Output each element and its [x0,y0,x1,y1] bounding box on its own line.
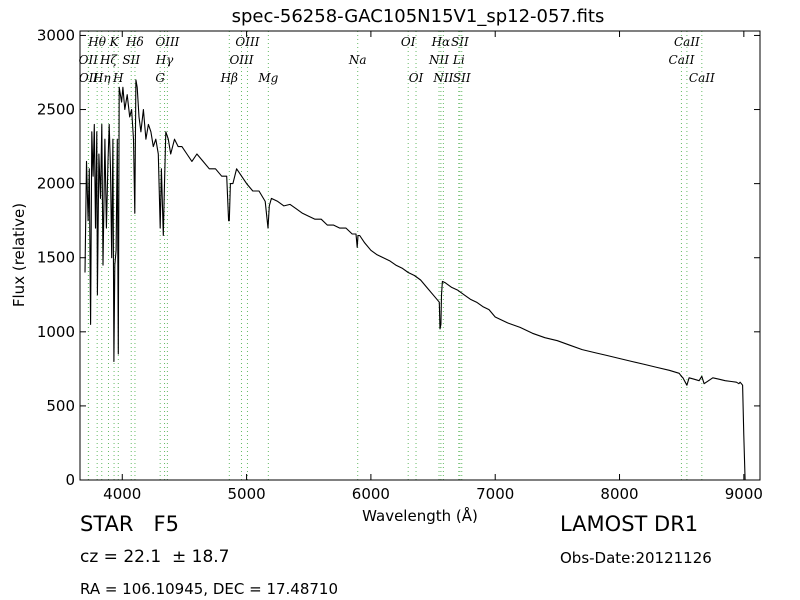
spectral-line-label: Na [348,53,367,67]
y-tick-label: 2500 [37,101,75,119]
y-axis-label: Flux (relative) [10,203,28,307]
y-tick-label: 1000 [37,323,75,341]
spectral-line-label: Mg [257,71,278,85]
spectral-line-label: OIII [235,35,259,49]
y-tick-label: 3000 [37,26,75,44]
y-tick-label: 500 [46,397,75,415]
x-tick-label: 4000 [103,485,141,503]
spectral-line-label: CaII [689,71,715,85]
spectral-line-label: Li [452,53,465,67]
spectral-line-label: OII [79,71,99,85]
spectral-line-label: CaII [669,53,695,67]
spectral-line-label: OI [401,35,416,49]
y-axis-ticks: 0 500 1000 1500 2000 2500 3000 [37,26,760,489]
spectral-line-label: Hβ [220,71,238,85]
y-tick-label: 2000 [37,175,75,193]
y-tick-label: 0 [65,471,75,489]
spectral-line-label: H [112,71,124,85]
ra-dec-label: RA = 106.10945, DEC = 17.48710 [80,580,339,598]
x-tick-label: 8000 [600,485,638,503]
spectral-line-label: CaII [674,35,700,49]
x-tick-label: 5000 [227,485,265,503]
spectral-line-label: Hδ [125,35,144,49]
spectral-line-label: SII [451,35,469,49]
spectral-line-label: Hα [431,35,451,49]
spectral-line-label: OIII [155,35,179,49]
chart-title: spec-56258-GAC105N15V1_sp12-057.fits [232,6,605,27]
spectral-line-label: OI [409,71,424,85]
spectral-line-label: K [109,35,120,49]
x-tick-label: 7000 [476,485,514,503]
redshift-label: cz = 22.1 ± 18.7 [80,547,230,567]
spectrum-series [84,79,746,481]
spectrum-line [84,79,746,481]
plot-frame [79,30,761,481]
spectral-line-label: Hθ [87,35,106,49]
spectral-line-label: Hζ [99,53,118,67]
spectral-line-markers: OIIOIIHθHηHζKHSIIHδHγGOIIIHβOIIIOIIIMgNa… [79,31,715,480]
survey-label: LAMOST DR1 [560,512,699,536]
star-class-label: STAR F5 [80,512,179,536]
spectral-line-label: SII [122,53,140,67]
y-tick-label: 1500 [37,249,75,267]
spectral-line-label: Hγ [155,53,174,67]
x-axis-ticks: 4000 5000 6000 7000 8000 9000 [103,31,763,503]
x-axis-label: Wavelength (Å) [362,506,478,525]
spectral-line-label: Hη [92,71,111,85]
spectral-line-label: OIII [229,53,253,67]
spectral-line-label: SII [453,71,471,85]
x-tick-label: 9000 [725,485,763,503]
x-tick-label: 6000 [352,485,390,503]
spectral-line-label: NII [428,53,449,67]
obs-date-label: Obs-Date:20121126 [560,549,712,567]
spectral-line-label: NII [432,71,453,85]
spectral-line-label: G [155,71,165,85]
